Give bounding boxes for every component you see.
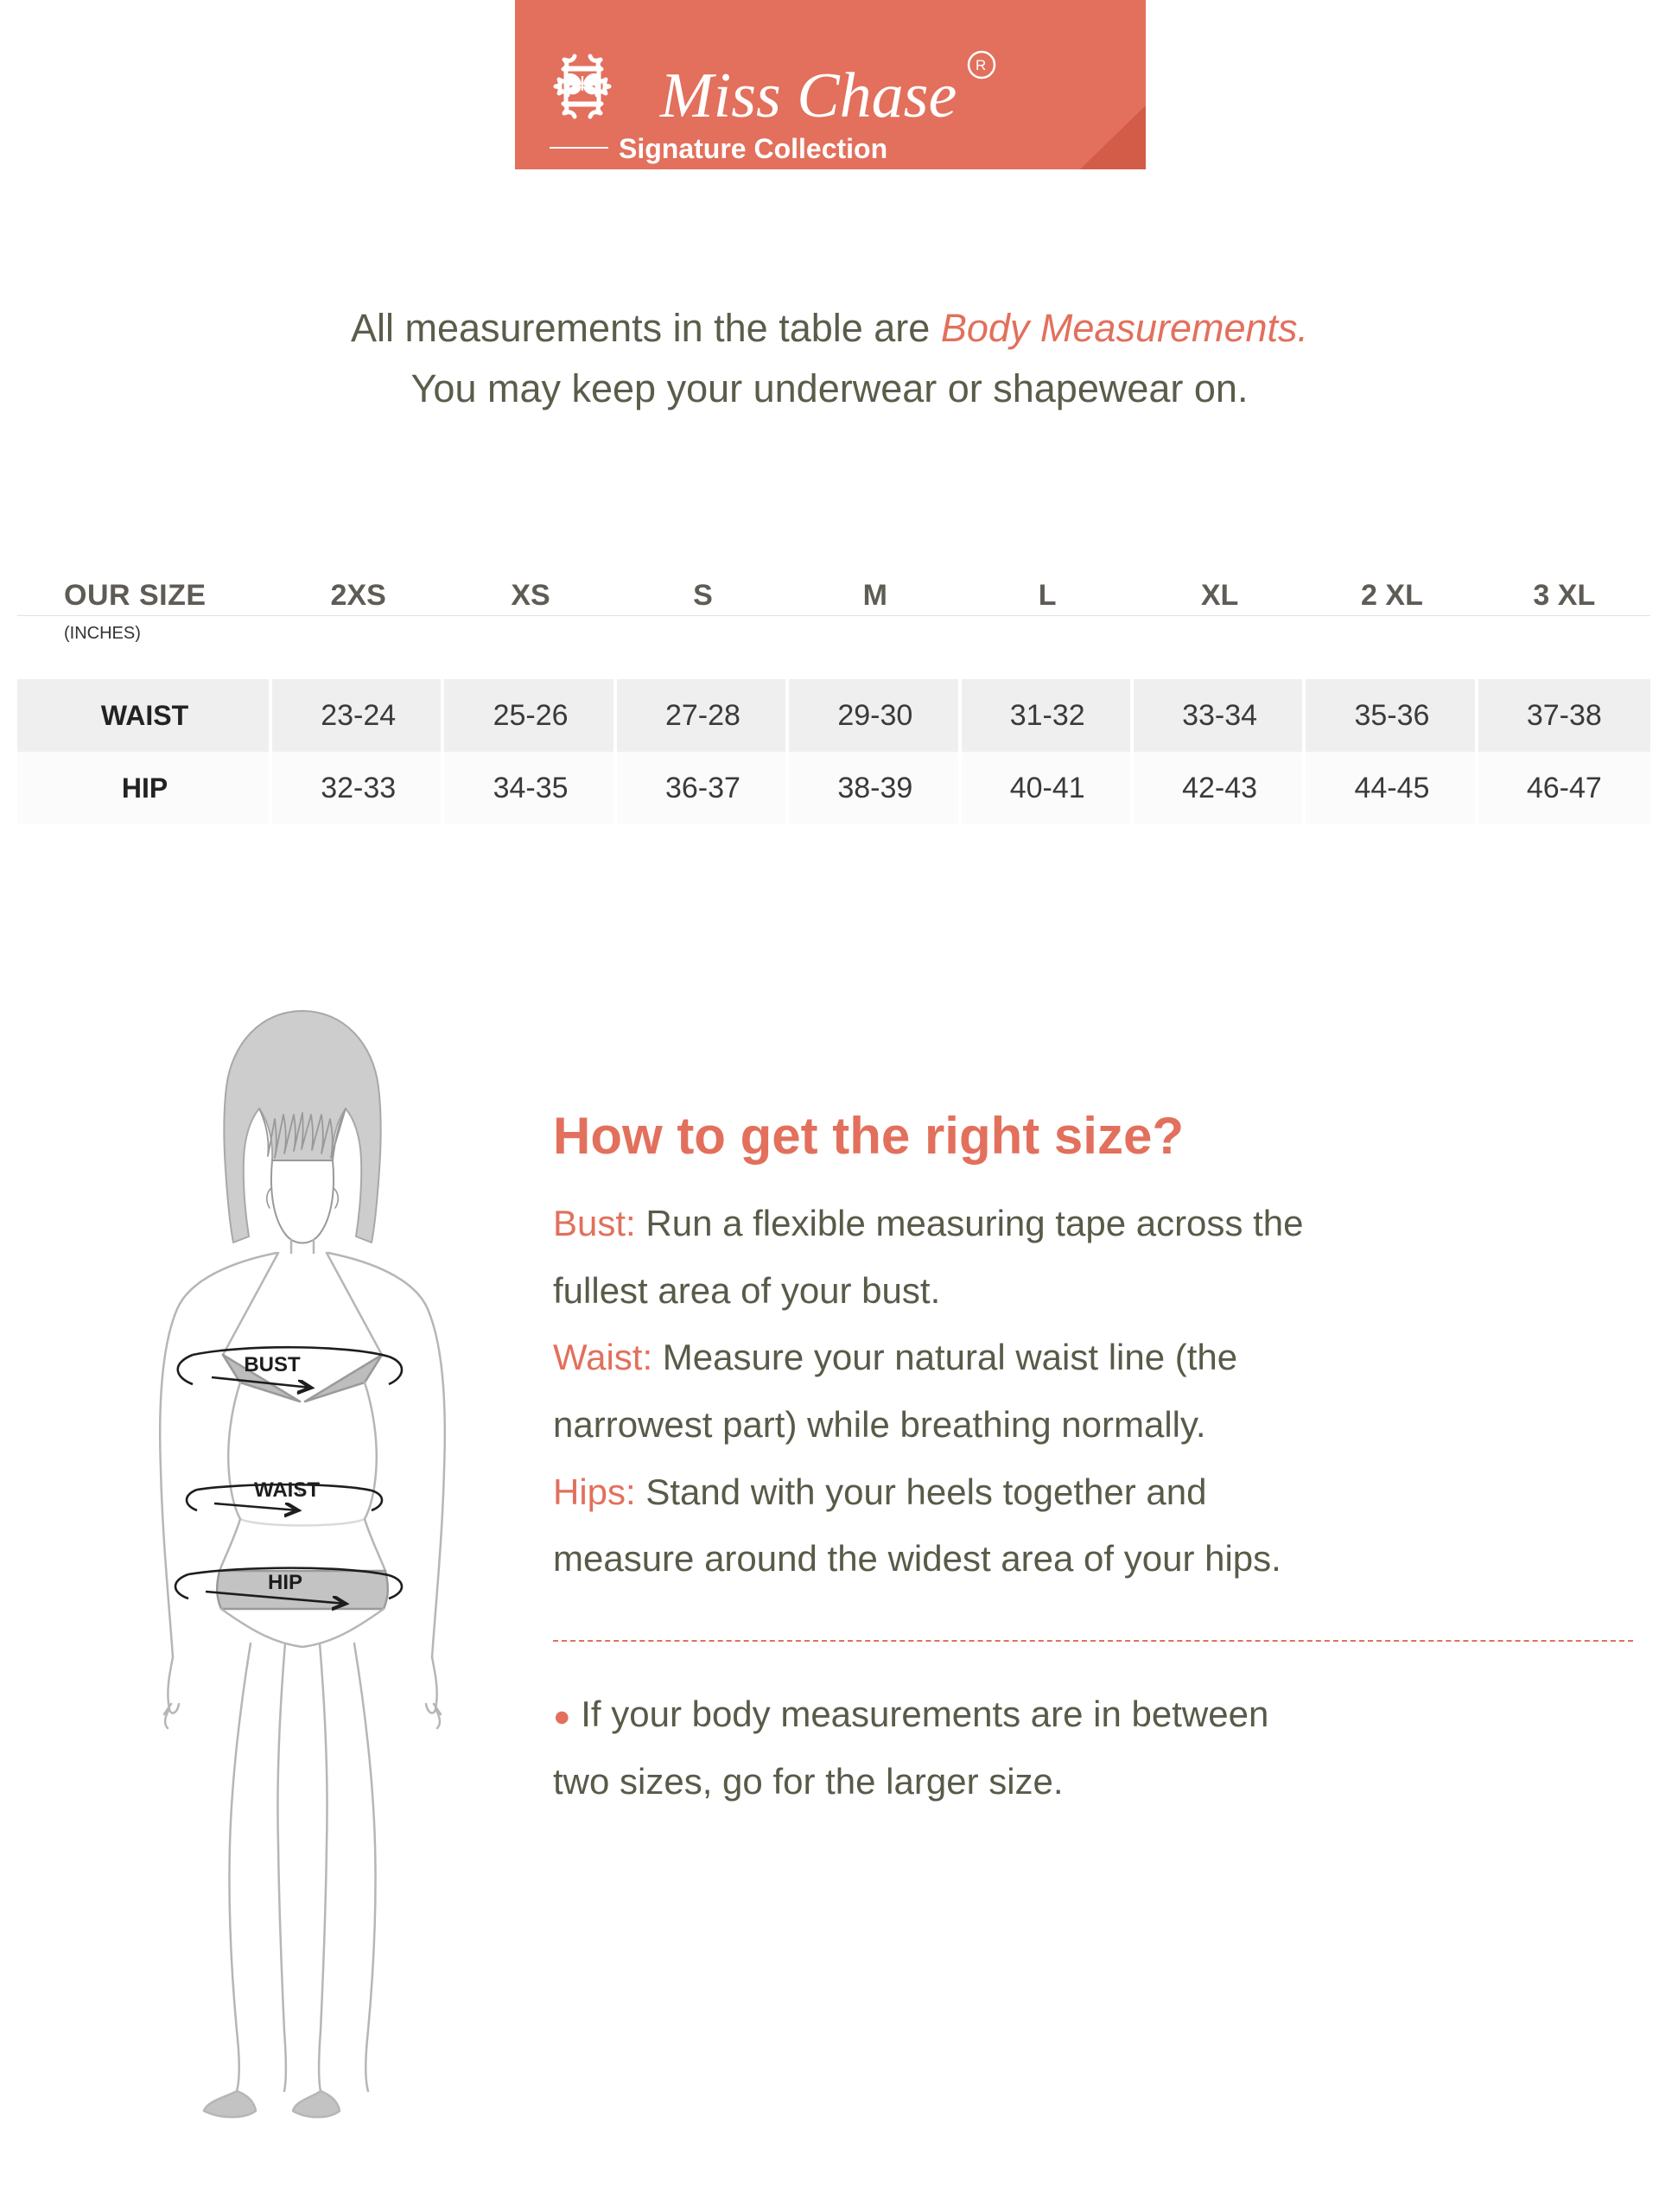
svg-text:Signature Collection: Signature Collection [619,133,887,164]
svg-text:HIP: HIP [268,1571,302,1594]
svg-text:R: R [976,57,986,73]
svg-text:WAIST: WAIST [254,1478,320,1502]
svg-text:BUST: BUST [244,1353,301,1376]
svg-text:Miss Chase: Miss Chase [659,60,957,131]
